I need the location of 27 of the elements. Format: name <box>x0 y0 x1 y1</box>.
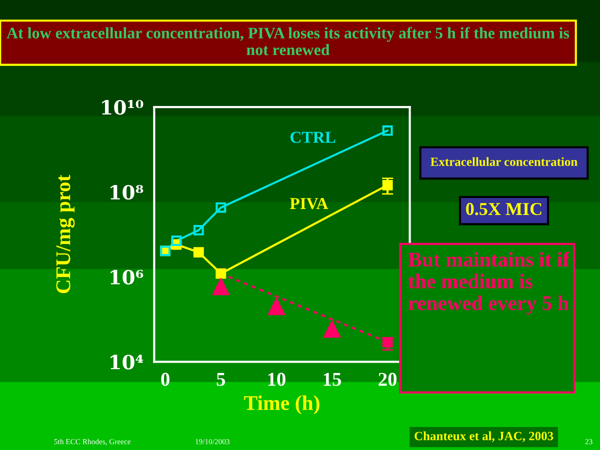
point <box>193 224 204 236</box>
text: Chanteux et al, JAC, 2003 <box>414 431 554 442</box>
point <box>382 180 393 190</box>
point <box>323 320 341 338</box>
series-label: CTRL <box>290 132 336 143</box>
point <box>212 278 230 296</box>
series-label: PIVA <box>290 198 328 210</box>
point <box>268 298 286 316</box>
x-tick-label: 5 <box>216 372 226 386</box>
y-tick-label: 10⁶ <box>110 270 144 285</box>
x-tick-label: 0 <box>161 372 170 386</box>
x-tick-label: 20 <box>378 372 397 386</box>
x-tick-label: 15 <box>324 372 342 386</box>
annotation: But maintains it if the medium is renewed every 5 h <box>408 252 570 315</box>
point <box>216 202 226 213</box>
y-axis-title: CFU/mg prot <box>56 174 75 294</box>
chart-title: At low extracellular concentration, PIVA loses its activity after 5 h if the medium is not renewed <box>6 27 570 56</box>
x-tick-label: 10 <box>268 372 286 386</box>
point <box>171 236 182 246</box>
y-tick-label: 10⁴ <box>110 354 144 370</box>
y-tick-label: 10¹⁰ <box>102 100 144 115</box>
point <box>193 247 204 258</box>
point <box>382 125 393 136</box>
text: 0.5X MIC <box>466 202 542 216</box>
text: Extracellular concentration <box>430 157 578 166</box>
y-tick-label: 10⁸ <box>110 184 144 200</box>
x-axis-title: Time (h) <box>244 395 320 414</box>
